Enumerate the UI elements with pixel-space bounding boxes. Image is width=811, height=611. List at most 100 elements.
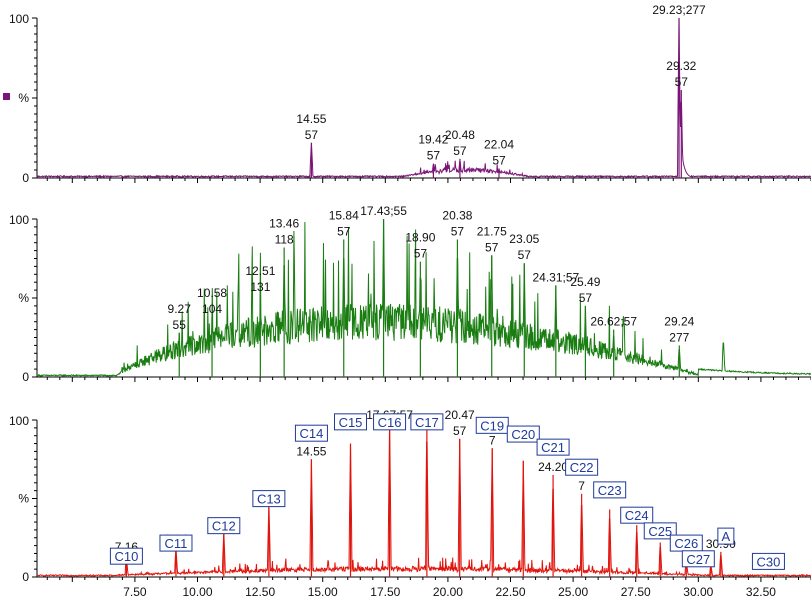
component-label-text: C24 bbox=[625, 508, 649, 523]
y-tick-label-pct: % bbox=[18, 492, 29, 506]
peak-label: 29.23;277 bbox=[652, 3, 706, 17]
component-label-box bbox=[109, 547, 143, 565]
peak-label-mass: 57 bbox=[453, 144, 467, 158]
component-label-box bbox=[252, 490, 286, 508]
peak-label: 15.84 bbox=[329, 209, 359, 223]
component-label-text: C19 bbox=[480, 418, 504, 433]
component-label-text: C23 bbox=[598, 483, 622, 498]
peak-label-mass: 57 bbox=[451, 225, 465, 239]
peak-label: 19.42 bbox=[418, 133, 448, 147]
component-label-box bbox=[593, 481, 627, 499]
component-label-text: C21 bbox=[541, 440, 565, 455]
peak-label: 9.27 bbox=[168, 302, 192, 316]
component-label-text: C17 bbox=[415, 415, 439, 430]
peak-label-mass: 57 bbox=[485, 240, 499, 254]
component-label-C30: C30 bbox=[751, 552, 785, 570]
peak-label: 22.04 bbox=[484, 137, 514, 151]
peak-label: 29.24 bbox=[664, 314, 694, 328]
x-tick-label: 22.50 bbox=[495, 585, 525, 599]
component-label-box bbox=[334, 413, 368, 431]
peak-label-mass: 57 bbox=[579, 291, 593, 305]
peak-label: 12.51 bbox=[245, 264, 275, 278]
component-label-C15: C15 bbox=[334, 413, 368, 431]
component-label-text: C11 bbox=[165, 536, 188, 551]
component-label-box bbox=[475, 416, 509, 434]
component-label-text: C10 bbox=[114, 549, 138, 564]
peak-label: 29.32 bbox=[666, 59, 696, 73]
series-line-trace-1 bbox=[36, 17, 811, 179]
y-tick-label-0: 0 bbox=[22, 570, 29, 584]
component-label-C17: C17 bbox=[410, 413, 444, 431]
component-label-box bbox=[207, 517, 241, 535]
component-label-C11: C11 bbox=[159, 534, 193, 552]
peak-label: 26.62;57 bbox=[590, 315, 637, 329]
component-label-C24: C24 bbox=[620, 506, 654, 524]
component-label-C12: C12 bbox=[207, 517, 241, 535]
y-tick-label-pct: % bbox=[18, 91, 29, 105]
component-label-text: C12 bbox=[212, 519, 236, 534]
peak-label-mass: 118 bbox=[275, 232, 294, 246]
peak-label: 24.31;57 bbox=[532, 270, 579, 284]
peak-label-mass: 57 bbox=[427, 149, 441, 163]
component-label-text: C15 bbox=[339, 415, 363, 430]
y-tick-label-0: 0 bbox=[22, 171, 29, 185]
peak-label-mass: 57 bbox=[337, 225, 351, 239]
peak-label-mass: 7 bbox=[489, 433, 496, 447]
x-tick-label: 27.50 bbox=[621, 585, 651, 599]
peak-label: 21.75 bbox=[477, 224, 507, 238]
x-tick-label: 20.00 bbox=[433, 585, 463, 599]
component-label-box bbox=[717, 527, 735, 545]
x-tick-label: 7.50 bbox=[123, 585, 147, 599]
component-label-text: C26 bbox=[674, 536, 698, 551]
panel-2: 100% 0 9.27 55 10.58 104 12.51 131 13.46 118 15.84… bbox=[9, 204, 811, 384]
series-line-trace-3 bbox=[36, 423, 811, 578]
peak-label: 24.20 bbox=[538, 460, 568, 474]
component-label-C16: C16 bbox=[373, 413, 407, 431]
peak-label-mass: 7 bbox=[578, 479, 585, 493]
component-label-text: C22 bbox=[570, 460, 594, 475]
component-label-C19: C19 bbox=[475, 416, 509, 434]
peak-label: 13.46 bbox=[269, 216, 299, 230]
component-label-text: C25 bbox=[648, 524, 672, 539]
peak-label-mass: 104 bbox=[202, 302, 222, 316]
series-line-trace-2 bbox=[36, 218, 811, 378]
y-tick-label-0: 0 bbox=[22, 370, 29, 384]
component-label-C20: C20 bbox=[506, 425, 540, 443]
y-tick-label-100: 100 bbox=[9, 12, 29, 26]
component-label-C27: C27 bbox=[681, 550, 715, 568]
peak-label-mass: 57 bbox=[453, 424, 467, 438]
component-label-box bbox=[620, 506, 654, 524]
peak-label: 14.55 bbox=[296, 112, 326, 126]
peak-label-mass: 57 bbox=[518, 248, 532, 262]
component-label-C10: C10 bbox=[109, 547, 143, 565]
component-label-text: C14 bbox=[300, 426, 324, 441]
component-label-C13: C13 bbox=[252, 490, 286, 508]
peak-label: 17.43;55 bbox=[360, 204, 407, 218]
peak-label: 25.49 bbox=[570, 275, 600, 289]
component-label-text: C13 bbox=[257, 492, 281, 507]
component-label-box bbox=[751, 552, 785, 570]
panel-1: 100% 0 14.55 57 19.42 57 20.48 57 22.04 57 29.23;2… bbox=[9, 3, 811, 185]
peak-label: 14.55 bbox=[296, 444, 326, 458]
component-label-box bbox=[373, 413, 407, 431]
component-label-C26: C26 bbox=[669, 534, 703, 552]
x-tick-label: 12.50 bbox=[245, 585, 275, 599]
component-label-C25: C25 bbox=[643, 522, 677, 540]
peak-label-mass: 55 bbox=[173, 318, 187, 332]
x-tick-label: 17.50 bbox=[370, 585, 400, 599]
component-label-box bbox=[565, 458, 599, 476]
peak-label: 20.38 bbox=[442, 209, 472, 223]
trace-color-marker bbox=[3, 93, 10, 100]
peak-label: 10.58 bbox=[197, 286, 227, 300]
x-tick-label: 10.00 bbox=[182, 585, 212, 599]
peak-label: 20.47 bbox=[445, 408, 475, 422]
y-tick-label-100: 100 bbox=[9, 414, 29, 428]
y-tick-label-pct: % bbox=[18, 291, 29, 305]
x-tick-label: 32.50 bbox=[746, 585, 776, 599]
peak-label-mass: 277 bbox=[669, 330, 689, 344]
peak-label: 20.48 bbox=[445, 128, 475, 142]
x-tick-label: 25.00 bbox=[558, 585, 588, 599]
component-label-text: C27 bbox=[686, 552, 710, 567]
peak-label-mass: 57 bbox=[492, 153, 506, 167]
